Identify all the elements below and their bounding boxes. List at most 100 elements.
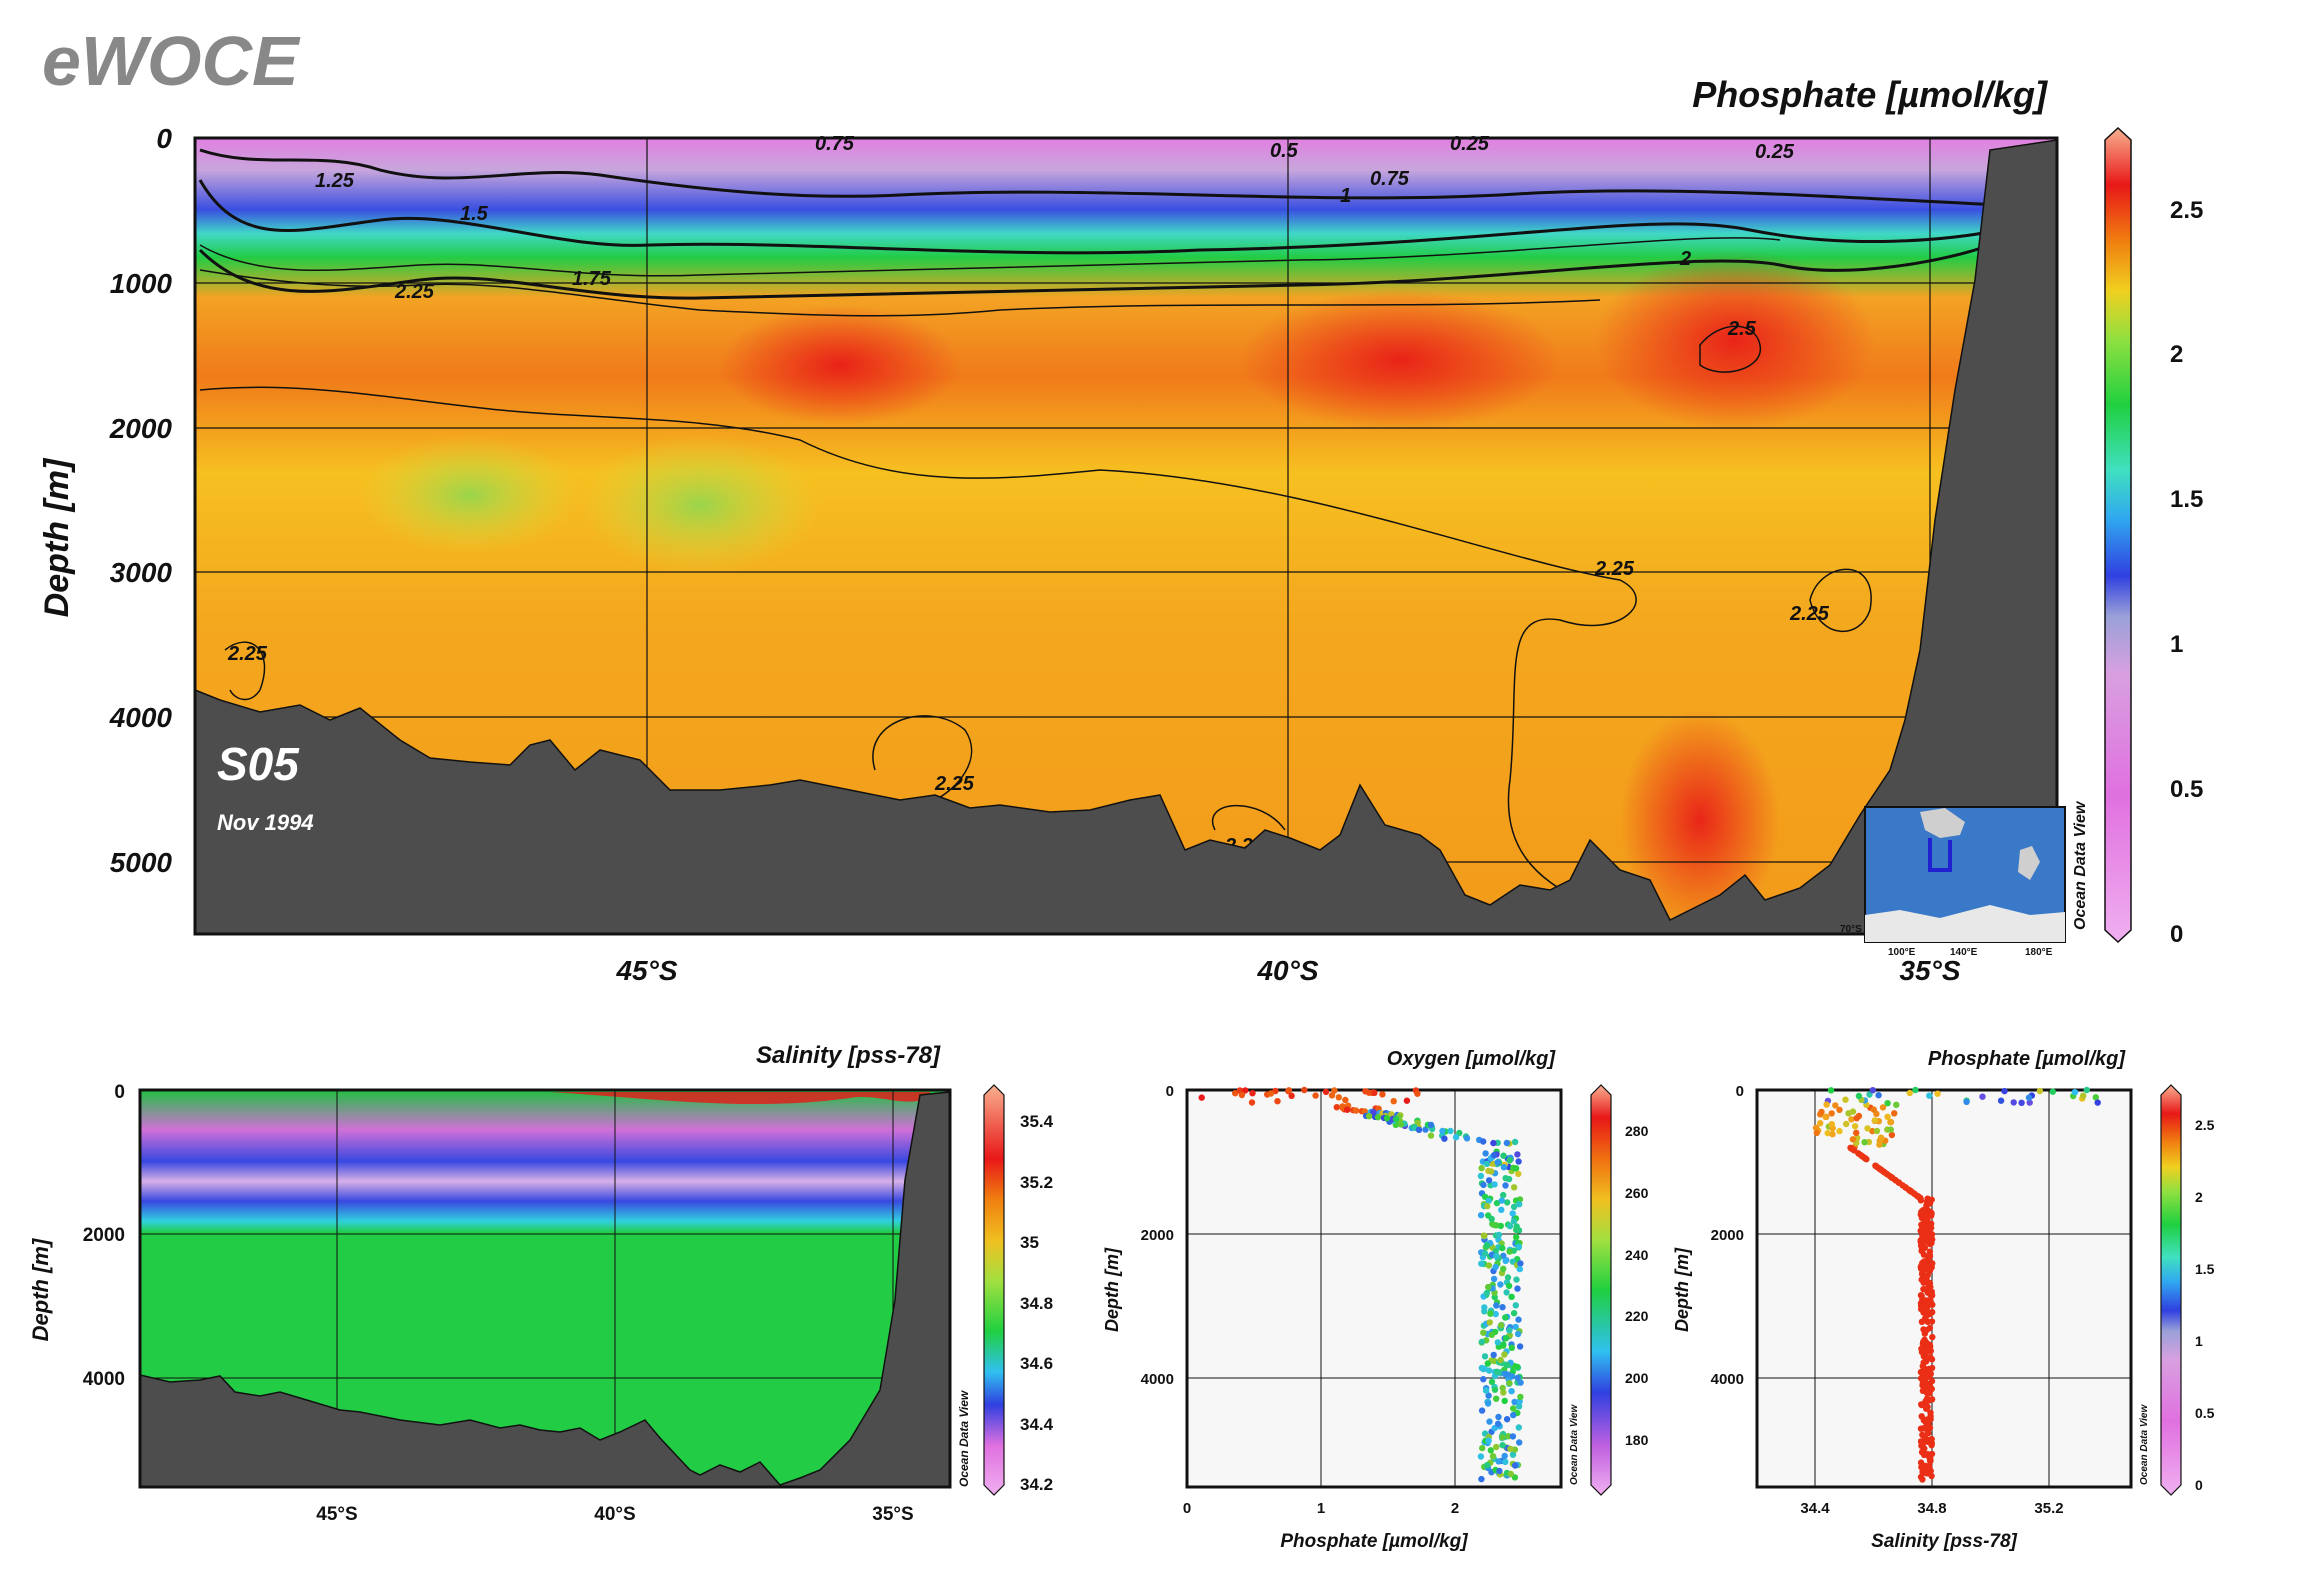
- scatter-point: [1274, 1098, 1281, 1105]
- scatter-point: [1478, 1475, 1485, 1483]
- colorbar-tick: 2.5: [2195, 1117, 2215, 1133]
- scatter-point: [1499, 1434, 1506, 1441]
- scatter-point: [1501, 1397, 1508, 1405]
- scatter-point: [1285, 1087, 1293, 1094]
- scatter-point: [1832, 1102, 1839, 1109]
- scatter-point: [1818, 1108, 1825, 1116]
- scatter-point: [1817, 1120, 1824, 1127]
- scatter-point: [1480, 1232, 1488, 1239]
- colorbar-tick: 220: [1625, 1308, 1649, 1324]
- x-tick: 35°S: [872, 1504, 913, 1525]
- colorbar-tick: 35: [1020, 1233, 1039, 1252]
- scatter-point: [1922, 1317, 1930, 1324]
- colorbar-tick: 34.8: [1020, 1294, 1053, 1313]
- scatter-point: [1513, 1233, 1520, 1241]
- scatter-point: [1490, 1351, 1497, 1359]
- scatter-point: [1500, 1191, 1507, 1199]
- scatter-point: [1927, 1354, 1934, 1361]
- contour-label: 2.25: [1789, 603, 1830, 625]
- scatter-point: [1963, 1098, 1970, 1106]
- scatter-point: [1884, 1100, 1891, 1107]
- odv-watermark: Ocean Data View: [957, 1390, 971, 1487]
- scatter-point: [1498, 1206, 1505, 1214]
- scatter-point: [1928, 1239, 1935, 1247]
- scatter-point: [1498, 1197, 1506, 1204]
- scatter-point: [1919, 1438, 1926, 1445]
- deep-max-blob: [720, 305, 960, 425]
- scatter-point: [1506, 1157, 1514, 1164]
- phosphate-scatter-plot-background: [1755, 1088, 2133, 1489]
- scatter-point: [1512, 1165, 1520, 1172]
- ewoce-logo: eWOCE: [42, 22, 301, 100]
- scatter-point: [1927, 1409, 1934, 1416]
- scatter-point: [1490, 1139, 1497, 1147]
- colorbar-tick: 280: [1625, 1123, 1649, 1139]
- colorbar-tick: 35.4: [1020, 1112, 1054, 1131]
- contour-label: 2.25: [227, 643, 268, 665]
- y-tick: 2000: [1711, 1227, 1744, 1244]
- scatter-point: [1415, 1126, 1423, 1134]
- scatter-point: [1502, 1335, 1510, 1342]
- colorbar-tick: 34.2: [1020, 1475, 1053, 1494]
- scatter-point: [1515, 1158, 1522, 1165]
- x-tick: 34.4: [1800, 1500, 1830, 1517]
- scatter-point: [1493, 1252, 1500, 1260]
- scatter-point: [1927, 1467, 1934, 1475]
- scatter-point: [1352, 1107, 1360, 1114]
- inset-x-tick: 180°E: [2025, 947, 2053, 958]
- odv-watermark: Ocean Data View: [2139, 1404, 2150, 1485]
- scatter-point: [1823, 1101, 1830, 1108]
- deep-min-blob: [360, 435, 580, 555]
- scatter-point: [2018, 1099, 2025, 1107]
- y-tick: 4000: [1711, 1371, 1744, 1388]
- scatter-point: [1487, 1310, 1494, 1317]
- scatter-point: [1439, 1127, 1446, 1135]
- scatter-point: [1488, 1215, 1495, 1223]
- scatter-point: [1508, 1293, 1515, 1301]
- scatter-point: [1514, 1285, 1521, 1292]
- scatter-point: [1508, 1388, 1515, 1395]
- scatter-point: [1871, 1117, 1879, 1124]
- section-label: S05: [217, 738, 300, 790]
- scatter-point: [1855, 1092, 1863, 1100]
- scatter-point: [1511, 1462, 1519, 1469]
- scatter-point: [1365, 1089, 1373, 1096]
- scatter-point: [1924, 1289, 1931, 1296]
- scatter-point: [1923, 1263, 1931, 1270]
- colorbar-tick: 260: [1625, 1185, 1649, 1201]
- scatter-point: [1499, 1442, 1506, 1449]
- scatter-point: [1512, 1323, 1519, 1331]
- colorbar-tick: 240: [1625, 1247, 1649, 1263]
- scatter-point: [1487, 1447, 1495, 1454]
- contour-label: 0.25: [1450, 133, 1490, 155]
- scatter-point: [1813, 1129, 1821, 1137]
- scatter-point: [1848, 1116, 1855, 1123]
- scatter-point: [1505, 1282, 1513, 1290]
- scatter-point: [1494, 1339, 1502, 1346]
- scatter-point: [1392, 1116, 1400, 1123]
- scatter-point: [1492, 1263, 1499, 1271]
- scatter-point: [1491, 1424, 1498, 1432]
- y-axis-label: Depth [m]: [28, 1238, 53, 1341]
- scatter-point: [2025, 1094, 2033, 1101]
- contour-label: 0.25: [1755, 141, 1795, 163]
- scatter-point: [1491, 1181, 1498, 1188]
- scatter-point: [1912, 1086, 1919, 1094]
- scatter-point: [1510, 1405, 1517, 1412]
- scatter-point: [1506, 1327, 1513, 1334]
- scatter-point: [1447, 1127, 1454, 1135]
- scatter-point: [1510, 1184, 1518, 1191]
- scatter-point: [1923, 1299, 1931, 1306]
- salinity-seafloor: [139, 1091, 951, 1488]
- scatter-point: [1514, 1330, 1522, 1338]
- scatter-point: [1919, 1379, 1927, 1387]
- scatter-point: [1502, 1458, 1509, 1466]
- scatter-point: [1490, 1275, 1498, 1283]
- scatter-point: [1926, 1382, 1934, 1390]
- contour-label: 1.5: [460, 203, 489, 225]
- scatter-point: [2049, 1088, 2056, 1095]
- scatter-point: [1484, 1202, 1491, 1210]
- scatter-point: [1514, 1363, 1521, 1371]
- x-axis-label: Phosphate [µmol/kg]: [1280, 1531, 1468, 1552]
